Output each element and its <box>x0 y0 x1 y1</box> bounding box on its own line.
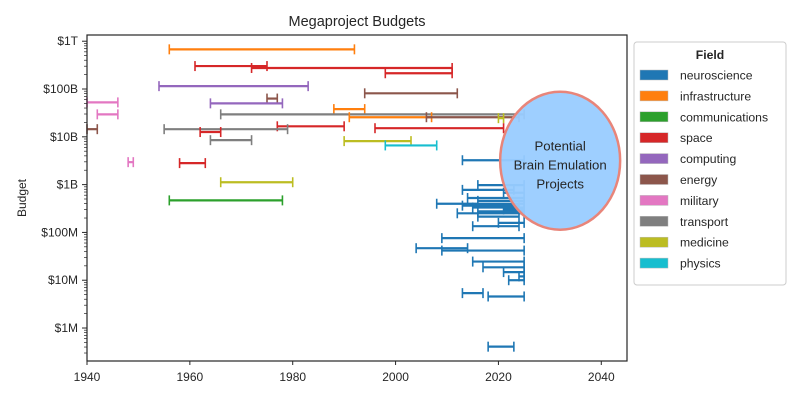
legend-item-physics: physics <box>639 257 721 271</box>
legend-swatch <box>639 153 669 164</box>
legend-title: Field <box>696 48 724 62</box>
x-tick-label: 2040 <box>588 370 615 384</box>
legend-label: energy <box>680 173 718 187</box>
legend-swatch <box>639 69 669 81</box>
range-bar-neuroscience <box>441 245 525 256</box>
brain-emulation-annotation: Potential Brain Emulation Projects <box>498 90 622 231</box>
x-tick-label: 1940 <box>74 370 101 384</box>
range-bar-military <box>96 109 119 120</box>
range-bar-infrastructure <box>333 104 366 115</box>
x-tick-label: 1980 <box>279 370 306 384</box>
legend-label: medicine <box>680 236 729 250</box>
range-bar-infrastructure <box>168 44 356 55</box>
y-axis-label: Budget <box>15 178 29 217</box>
x-axis: 1940 1960 1980 2000 2020 2040 <box>74 361 615 384</box>
annotation-text-line: Brain Emulation <box>514 158 607 173</box>
range-bar-medicine <box>219 177 294 188</box>
range-bar-neuroscience <box>507 275 525 286</box>
range-bar-neuroscience <box>461 288 484 299</box>
y-tick-label: $10B <box>50 130 78 144</box>
y-tick-label: $1T <box>57 34 78 48</box>
legend-swatch <box>639 257 669 269</box>
legend-label: transport <box>680 215 729 229</box>
range-bar-transport <box>209 135 253 146</box>
y-tick-label: $100M <box>41 225 78 239</box>
legend-label: space <box>680 131 713 145</box>
legend-item-transport: transport <box>639 215 729 229</box>
range-bar-communications <box>168 195 284 206</box>
plot-frame <box>86 34 628 362</box>
range-bar-neuroscience <box>471 221 520 232</box>
plot-bars <box>86 44 525 352</box>
range-bar-medicine <box>497 113 505 124</box>
range-bar-computing <box>158 81 309 92</box>
range-bar-neuroscience <box>471 256 525 267</box>
range-bar-space <box>384 68 453 79</box>
y-tick-label: $100B <box>43 82 78 96</box>
range-bar-space <box>374 123 505 134</box>
range-bar-neuroscience <box>477 211 520 222</box>
legend-item-medicine: medicine <box>639 236 729 250</box>
range-bar-space <box>199 127 222 138</box>
range-bar-neuroscience <box>487 291 525 302</box>
range-bar-military <box>86 97 119 108</box>
legend-label: infrastructure <box>680 89 751 103</box>
x-tick-label: 2020 <box>485 370 512 384</box>
legend-swatch <box>639 90 669 102</box>
annotation-text-line: Potential <box>534 139 585 154</box>
legend-swatch <box>639 195 669 206</box>
y-axis: $1M $10M $100M $1B $10B $100B $1T <box>41 34 87 354</box>
legend-item-communications: communications <box>639 110 768 124</box>
y-tick-label: $10M <box>48 273 78 287</box>
x-tick-label: 2000 <box>382 370 409 384</box>
range-bar-energy <box>266 93 279 104</box>
range-bar-military <box>127 157 135 168</box>
range-bar-space <box>194 61 268 72</box>
legend-label: neuroscience <box>680 69 753 83</box>
chart-title: Megaproject Budgets <box>288 14 425 30</box>
legend-label: computing <box>680 152 736 166</box>
y-tick-label: $1M <box>55 321 78 335</box>
range-bar-computing <box>209 98 284 109</box>
range-bar-neuroscience <box>441 233 525 244</box>
range-bar-neuroscience <box>487 341 515 352</box>
annotation-text-line: Projects <box>536 177 584 192</box>
legend-item-computing: computing <box>639 152 736 166</box>
legend-label: military <box>680 194 719 208</box>
legend-item-military: military <box>639 194 719 208</box>
legend-swatch <box>639 111 669 123</box>
range-bar-space <box>178 158 207 169</box>
legend-swatch <box>639 216 669 227</box>
range-bar-physics <box>384 140 438 151</box>
x-tick-label: 1960 <box>177 370 204 384</box>
legend-label: physics <box>680 257 721 271</box>
legend-item-energy: energy <box>639 173 718 187</box>
range-bar-transport <box>163 124 289 135</box>
legend-item-neuroscience: neuroscience <box>639 69 753 83</box>
legend-item-infrastructure: infrastructure <box>639 89 751 103</box>
legend: Field neuroscience infrastructure communica… <box>633 41 787 286</box>
legend-label: communications <box>680 110 768 124</box>
legend-swatch <box>639 174 669 185</box>
legend-box <box>633 41 787 286</box>
legend-swatch <box>639 132 669 143</box>
range-bar-space <box>250 62 453 73</box>
legend-swatch <box>639 236 669 248</box>
y-tick-label: $1B <box>57 178 78 192</box>
legend-item-space: space <box>639 131 713 145</box>
range-bar-energy <box>363 88 459 99</box>
range-bar-energy <box>86 124 99 135</box>
annotation-ellipse <box>498 90 622 231</box>
